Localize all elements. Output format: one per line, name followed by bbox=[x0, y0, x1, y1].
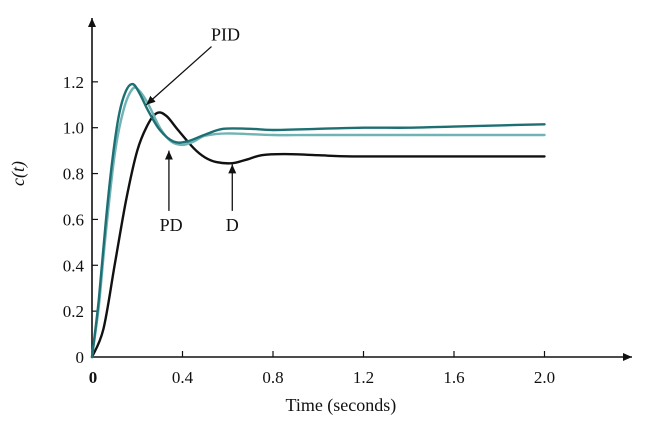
y-tick-label: 1.0 bbox=[63, 119, 84, 138]
x-tick-label: 1.6 bbox=[443, 368, 464, 387]
y-axis-title: c(t) bbox=[8, 161, 29, 186]
annotations: PID PD D bbox=[145, 25, 240, 235]
y-tick-label: 0.6 bbox=[63, 210, 84, 229]
x-tick-label: 1.2 bbox=[353, 368, 374, 387]
series-line-pid bbox=[90, 82, 546, 359]
annotation-label-pd: PD bbox=[160, 215, 183, 235]
annotation-label-pid: PID bbox=[211, 25, 240, 45]
annotation-arrow-pid bbox=[145, 46, 212, 106]
x-axis-title: Time (seconds) bbox=[285, 395, 396, 416]
y-tick-label: 0.4 bbox=[63, 256, 85, 275]
y-tick-label: 0.8 bbox=[63, 165, 84, 184]
x-tick-label: 0 bbox=[89, 368, 98, 387]
tick-marks: 0 0.4 0.8 1.2 1.6 2.0 0 0.2 0.4 0.6 0.8 1.0 1.2 bbox=[63, 73, 555, 387]
series-line-d bbox=[90, 111, 546, 359]
x-tick-label: 0.8 bbox=[262, 368, 283, 387]
series-lines bbox=[90, 82, 546, 359]
axes bbox=[88, 18, 632, 361]
x-tick-label: 0.4 bbox=[172, 368, 194, 387]
y-tick-label: 0.2 bbox=[63, 302, 84, 321]
annotation-label-d: D bbox=[226, 215, 239, 235]
y-tick-label: 1.2 bbox=[63, 73, 84, 92]
x-tick-label: 2.0 bbox=[534, 368, 555, 387]
y-tick-label: 0 bbox=[76, 348, 85, 367]
